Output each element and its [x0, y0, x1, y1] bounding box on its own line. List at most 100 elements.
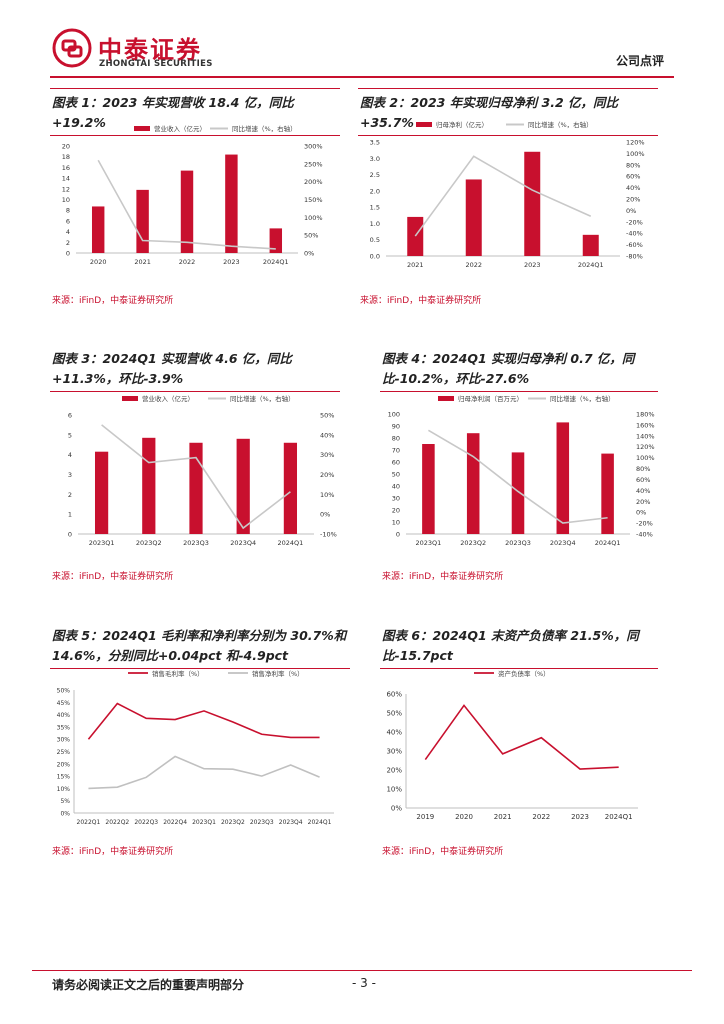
y-tick-right: 60%: [626, 173, 640, 181]
y-tick-left: 0: [66, 250, 70, 258]
y-tick-right: 30%: [320, 451, 334, 459]
figure-panel-3: 图表 3：2024Q1 实现营收 4.6 亿，同比+11.3%，环比-3.9% …: [50, 345, 340, 585]
x-tick-label: 2023Q3: [183, 539, 209, 547]
chart-3: 营业收入（亿元） 同比增速（%，右轴） 0 1 2 3 4 5 6 -10% 0% 10% 20% 30%…: [50, 393, 340, 557]
series-line-yoy: [427, 429, 608, 524]
figure-source: 来源：iFinD，中泰证券研究所: [52, 847, 174, 857]
legend-label: 销售毛利率（%）: [152, 669, 204, 678]
brand-name-en: ZHONGTAI SECURITIES: [99, 59, 213, 69]
y-tick-left: 90: [392, 423, 400, 431]
y-tick: 0%: [391, 805, 402, 813]
y-tick: 5%: [60, 798, 70, 805]
x-tick-label: 2022Q2: [105, 819, 129, 826]
y-tick-right: 60%: [636, 476, 650, 484]
chart-6: 资产负债率（%） 0% 10% 20% 30% 40% 50% 60% 2019 2020 2021…: [380, 666, 658, 834]
y-tick-left: 0: [396, 531, 400, 539]
legend-swatch-bar: [122, 396, 138, 401]
y-tick-right: 80%: [636, 465, 650, 473]
x-tick-label: 2024Q1: [595, 539, 621, 547]
y-tick-left: 80: [392, 435, 400, 443]
y-tick-left: 2: [66, 239, 70, 247]
bar: [466, 433, 480, 534]
brand-name-cn: 中泰证券: [98, 36, 202, 64]
y-tick-right: 150%: [304, 196, 323, 204]
y-tick: 10%: [386, 786, 402, 794]
bar: [422, 444, 435, 534]
figure-title: 图表 5：2024Q1 毛利率和净利率分别为 30.7%和 14.6%，分别同比…: [50, 622, 350, 669]
y-tick: 35%: [57, 724, 71, 731]
y-tick-right: 120%: [626, 139, 645, 147]
y-tick-left: 18: [62, 153, 70, 161]
x-tick-label: 2023Q3: [250, 819, 274, 826]
bar: [556, 422, 570, 534]
y-tick-right: 10%: [320, 491, 334, 499]
bar: [283, 442, 298, 534]
legend-swatch-bar: [438, 396, 454, 401]
y-tick-left: 60: [392, 459, 400, 467]
bar: [91, 206, 105, 253]
y-tick-left: 2: [68, 491, 72, 499]
chart-svg: 归母净利（亿元） 同比增速（%，右轴） 0.0 0.5 1.0 1.5 2.0 2.5 3.0 3…: [370, 120, 645, 269]
x-tick-label: 2024Q1: [278, 539, 304, 547]
legend-label-bar: 营业收入（亿元）: [142, 394, 194, 403]
figure-title: 图表 2：2023 年实现归母净利 3.2 亿，同比+35.7%: [358, 88, 658, 136]
y-tick-right: 80%: [626, 161, 640, 169]
series-line: [424, 704, 619, 770]
y-tick-left: 1: [68, 511, 72, 519]
x-tick-label: 2022Q1: [77, 819, 101, 826]
chart-1: 营业收入（亿元） 同比增速（%，右轴） 0 2 4 6 8 10 12 14 16 18 20 0% 50%…: [50, 116, 340, 278]
bar: [601, 453, 614, 534]
document-type: 公司点评: [615, 54, 664, 68]
y-tick-left: 14: [62, 175, 70, 183]
legend-label-bar: 营业收入（亿元）: [154, 124, 206, 133]
x-tick-label: 2023Q1: [192, 819, 216, 826]
y-tick-right: -20%: [636, 520, 653, 528]
bar: [269, 228, 283, 253]
legend-swatch-bar: [416, 122, 432, 127]
y-tick-left: 40: [392, 483, 400, 491]
y-tick: 20%: [57, 761, 71, 768]
x-tick-label: 2023Q2: [136, 539, 162, 547]
series-line: [88, 755, 320, 790]
page-number: - 3 -: [352, 976, 376, 990]
chart-svg: 销售毛利率（%） 销售净利率（%） 0% 5% 10% 15% 20% 25% 30% 35% 40…: [57, 669, 334, 826]
x-tick-label: 2019: [416, 813, 434, 821]
figure-title: 图表 4：2024Q1 实现归母净利 0.7 亿，同比-10.2%，环比-27.…: [380, 345, 658, 392]
figure-panel-1: 图表 1：2023 年实现营收 18.4 亿，同比+19.2% 营业收入（亿元）…: [50, 88, 340, 318]
figure-title: 图表 1：2023 年实现营收 18.4 亿，同比+19.2%: [50, 88, 340, 136]
y-tick: 45%: [57, 700, 71, 707]
x-tick-label: 2023Q3: [505, 539, 531, 547]
y-tick-left: 0.5: [370, 236, 380, 244]
y-tick-left: 70: [392, 447, 400, 455]
y-tick: 30%: [57, 737, 71, 744]
y-tick-right: 180%: [636, 411, 655, 419]
footer-divider: [32, 970, 692, 971]
y-tick-right: -40%: [626, 230, 643, 238]
y-tick-right: 50%: [320, 412, 334, 420]
y-tick: 15%: [57, 774, 71, 781]
figure-source: 来源：iFinD，中泰证券研究所: [382, 572, 504, 582]
y-tick-left: 6: [68, 412, 72, 420]
legend-swatch-bar: [134, 126, 150, 131]
y-tick-left: 4: [66, 228, 70, 236]
y-tick-right: -60%: [626, 241, 643, 249]
y-tick-right: 250%: [304, 160, 323, 168]
y-tick-right: 40%: [626, 184, 640, 192]
y-tick: 20%: [386, 767, 402, 775]
chart-2: 归母净利（亿元） 同比增速（%，右轴） 0.0 0.5 1.0 1.5 2.0 2.5 3.0 3…: [358, 116, 658, 282]
x-tick-label: 2020: [90, 258, 107, 266]
legend-label-bar: 归母净利润（百万元）: [458, 394, 523, 403]
bar: [225, 154, 238, 253]
zhongtai-logo-icon: [52, 28, 92, 68]
y-tick-left: 5: [68, 431, 72, 439]
series-line: [87, 702, 320, 740]
legend-label: 资产负债率（%）: [498, 669, 550, 678]
x-tick-label: 2021: [494, 813, 512, 821]
y-tick-right: -40%: [636, 531, 653, 539]
y-tick-left: 10: [392, 519, 400, 527]
y-tick-left: 30: [392, 495, 400, 503]
y-tick-left: 0: [68, 531, 72, 539]
y-tick-right: 40%: [320, 431, 334, 439]
y-tick: 10%: [57, 786, 71, 793]
figure-panel-5: 图表 5：2024Q1 毛利率和净利率分别为 30.7%和 14.6%，分别同比…: [50, 622, 350, 862]
